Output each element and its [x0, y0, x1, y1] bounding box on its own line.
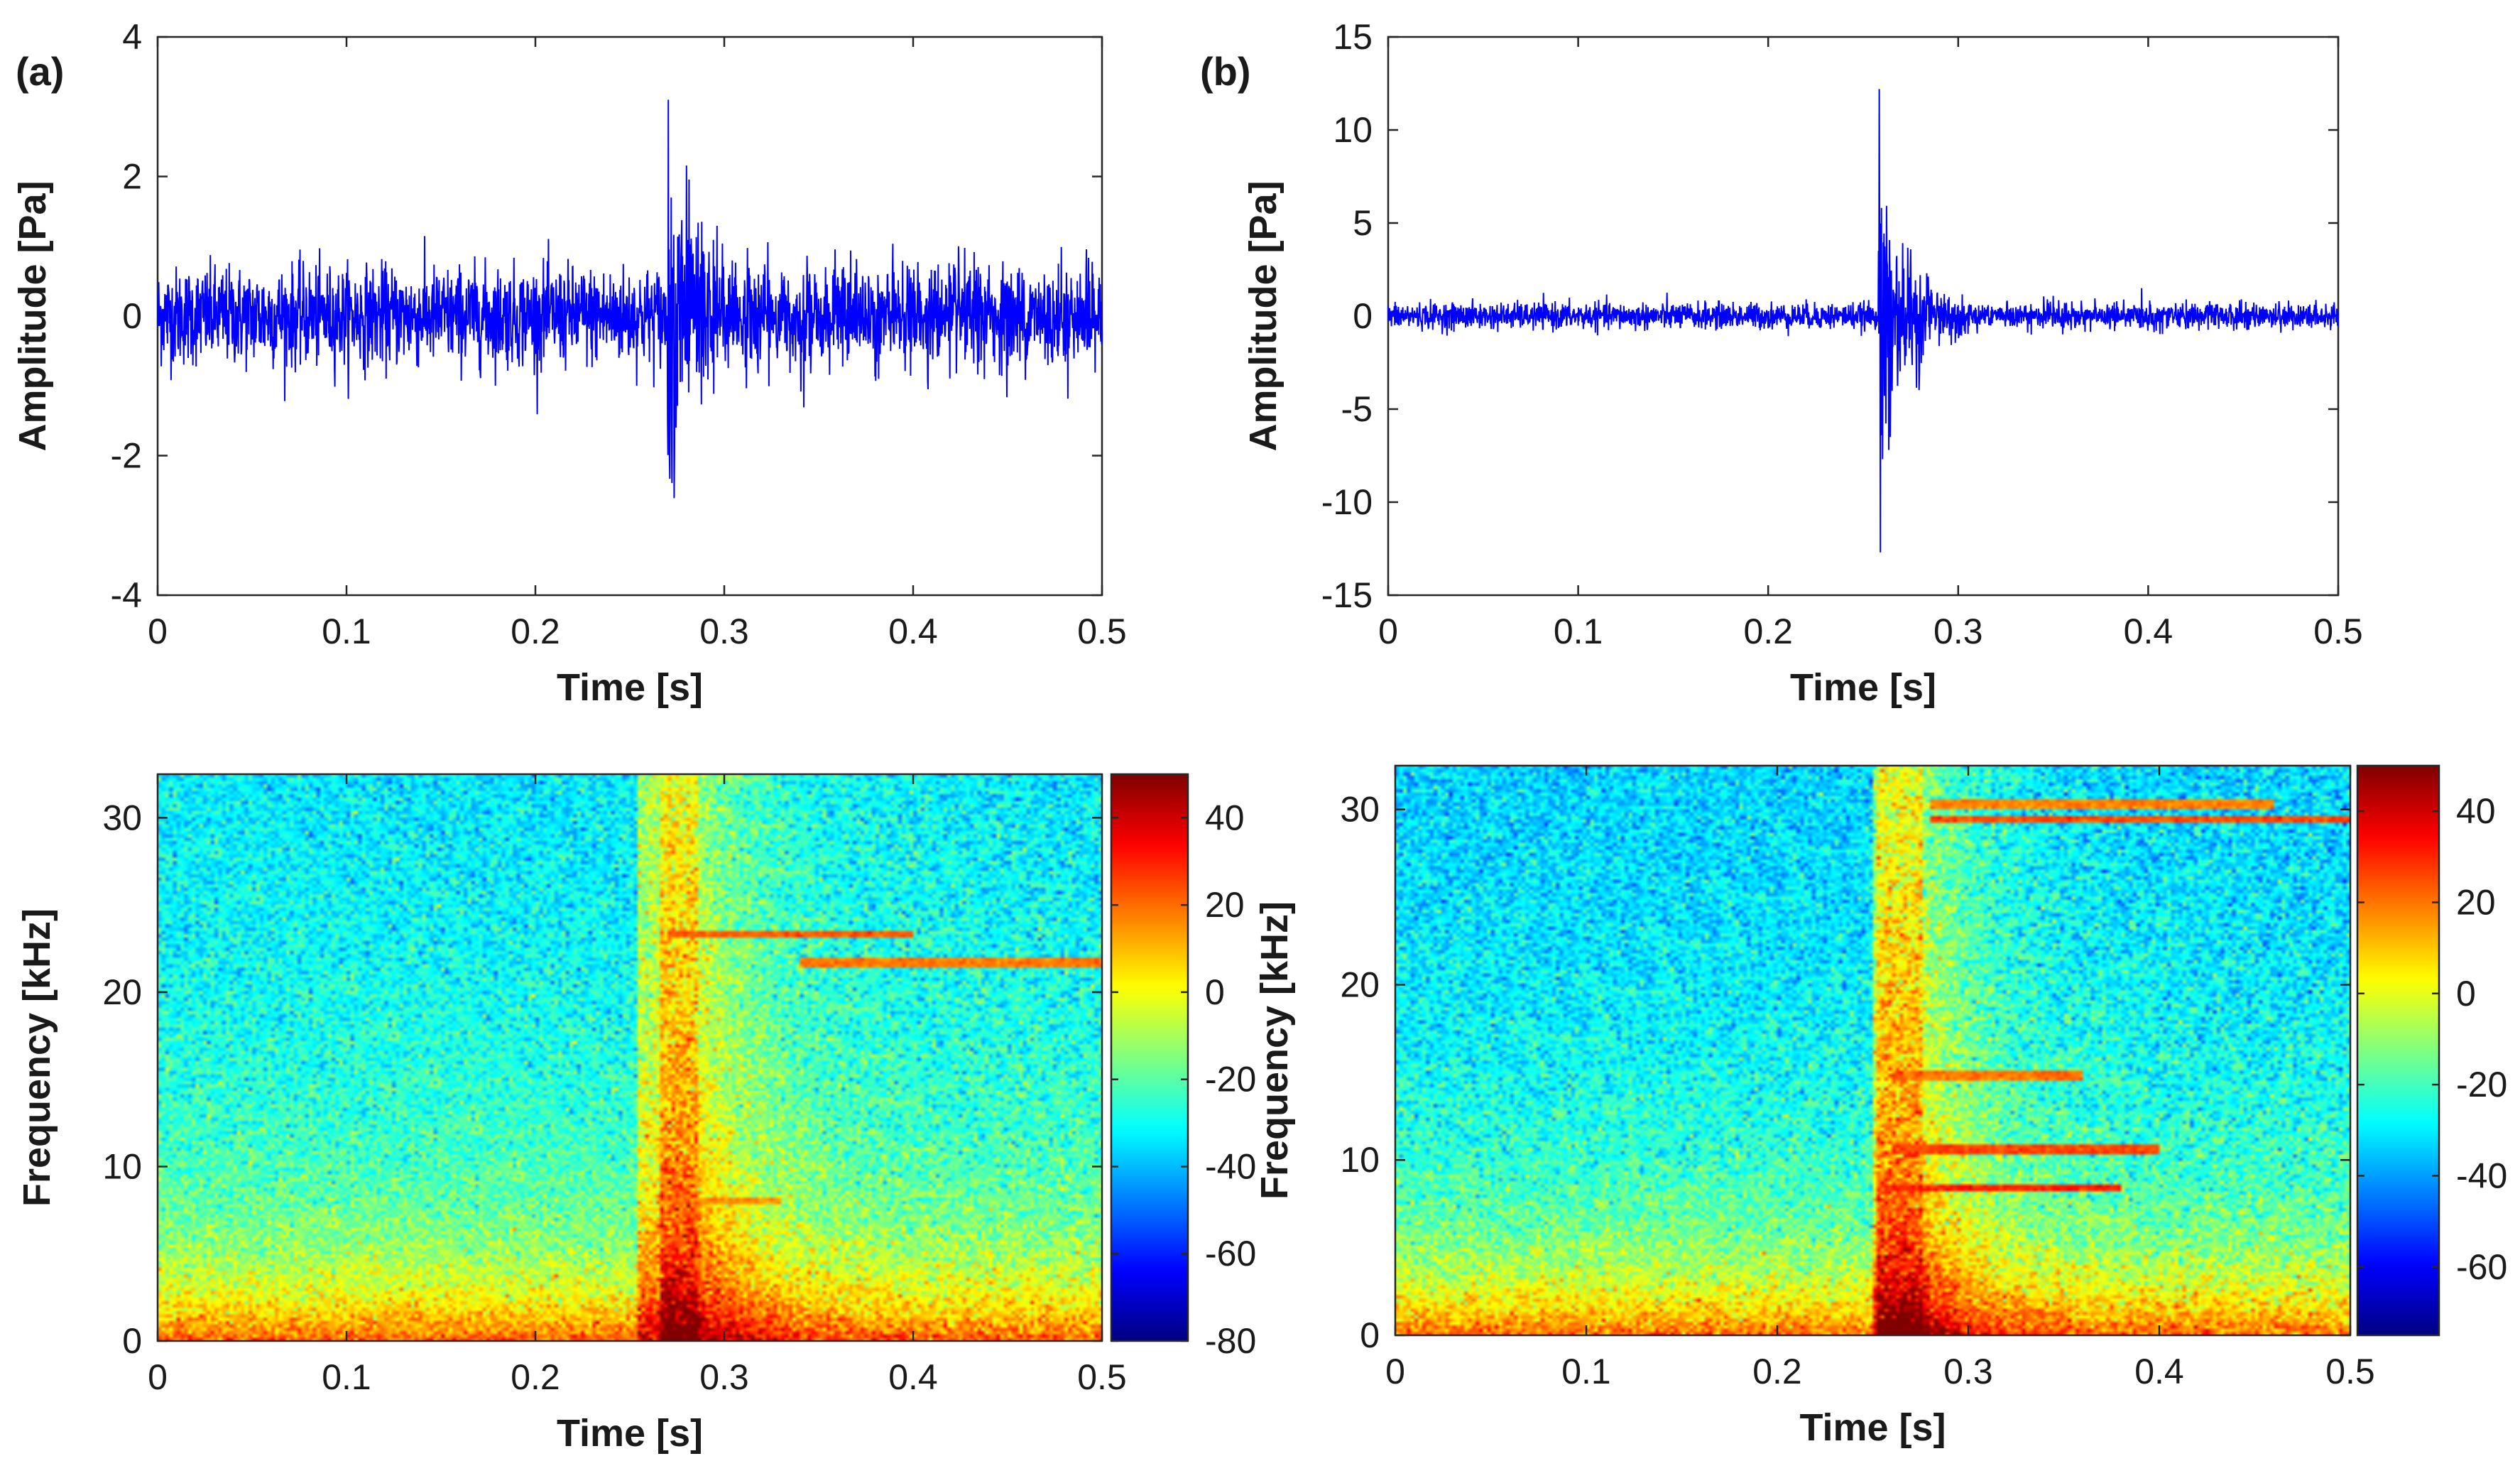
spectrogram-image — [1395, 766, 2350, 1335]
x-tick-label: 0.4 — [2134, 1352, 2184, 1391]
spectrogram-panel-b: 0 0.1 0.2 0.3 0.4 0.5 0 10 20 30 Time [s] Frequency… — [1253, 764, 2507, 1449]
waveform-panel-b: 0 0.1 0.2 0.3 0.4 0.5 -15 -10 -5 0 5 10 15 Time [s] Am… — [1242, 17, 2363, 709]
waveform-panel-a: 0 0.1 0.2 0.3 0.4 0.5 -4 -2 0 2 4 Time [s] Amplitude… — [11, 17, 1127, 709]
x-axis-label: Time [s] — [1790, 666, 1936, 709]
y-tick-label: 4 — [122, 17, 142, 57]
x-tick-label: 0.2 — [1743, 612, 1793, 651]
y-tick-label: 20 — [102, 972, 142, 1012]
y-tick-label: -10 — [1321, 482, 1373, 522]
y-tick-label: 5 — [1353, 203, 1373, 243]
x-tick-label: 0.2 — [511, 1357, 560, 1397]
y-tick-label: 2 — [122, 157, 142, 197]
y-tick-label: 10 — [1333, 110, 1373, 150]
colorbar-tick-label: 40 — [1205, 798, 1245, 837]
colorbar-gradient — [2357, 766, 2439, 1335]
x-tick-label: 0.2 — [511, 612, 560, 651]
x-tick-label: 0.3 — [1933, 612, 1983, 651]
x-tick-label: 0.4 — [2124, 612, 2173, 651]
x-tick-label: 0.4 — [888, 612, 938, 651]
y-tick-label: -4 — [111, 575, 142, 615]
x-tick-label: 0.4 — [888, 1357, 938, 1397]
y-tick-label: 0 — [1353, 296, 1373, 336]
y-tick-label: -2 — [111, 436, 142, 476]
colorbar-tick-label: -80 — [1205, 1321, 1256, 1361]
y-tick-label: 15 — [1333, 17, 1373, 57]
y-tick-label: -15 — [1321, 575, 1373, 615]
spectrogram-panel-a: 0 0.1 0.2 0.3 0.4 0.5 0 10 20 30 Time [s] Frequency… — [16, 773, 1256, 1455]
colorbar-tick-label: 0 — [2456, 974, 2476, 1014]
y-tick-label: 30 — [1340, 790, 1380, 830]
x-tick-label: 0.5 — [1077, 1357, 1127, 1397]
x-axis-label: Time [s] — [1799, 1406, 1946, 1449]
panel-label-a: (a) — [16, 49, 64, 94]
panel-label-b: (b) — [1200, 49, 1251, 94]
axes-frame — [1394, 764, 2352, 1337]
x-tick-label: 0.1 — [322, 612, 371, 651]
x-axis-label: Time [s] — [557, 666, 703, 709]
colorbar-tick-label: -60 — [2456, 1247, 2507, 1287]
colorbar-frame — [1110, 773, 1189, 1342]
y-tick-label: 30 — [102, 798, 142, 837]
colorbar-frame — [2356, 764, 2440, 1337]
colorbar-tick-label: -60 — [1205, 1234, 1256, 1273]
x-tick-label: 0.2 — [1752, 1352, 1802, 1391]
x-tick-label: 0 — [148, 1357, 168, 1397]
axes-frame — [156, 773, 1103, 1342]
x-tick-label: 0.1 — [322, 1357, 371, 1397]
colorbar-gradient — [1111, 774, 1188, 1341]
x-tick-label: 0.5 — [1077, 612, 1127, 651]
y-axis-label: Frequency [kHz] — [16, 908, 58, 1207]
y-axis-label: Amplitude [Pa] — [11, 180, 54, 451]
x-tick-label: 0.3 — [1943, 1352, 1993, 1391]
x-axis-label: Time [s] — [557, 1412, 703, 1455]
waveform-series-line — [1387, 89, 2339, 553]
spectrogram-image — [158, 774, 1102, 1341]
x-tick-label: 0 — [1385, 1352, 1405, 1391]
y-tick-label: 20 — [1340, 965, 1380, 1004]
x-tick-label: 0 — [1378, 612, 1398, 651]
y-axis-label: Frequency [kHz] — [1253, 901, 1296, 1200]
y-tick-label: -5 — [1341, 389, 1373, 429]
x-tick-label: 0.3 — [699, 612, 749, 651]
x-tick-label: 0.3 — [699, 1357, 749, 1397]
y-tick-label: 0 — [1360, 1315, 1380, 1355]
y-tick-label: 0 — [122, 296, 142, 336]
colorbar-tick-label: -40 — [1205, 1146, 1256, 1186]
colorbar-tick-label: -20 — [2456, 1065, 2507, 1104]
y-tick-label: 10 — [102, 1146, 142, 1186]
colorbar-tick-label: 40 — [2456, 791, 2496, 831]
colorbar-tick-label: 20 — [2456, 882, 2496, 922]
waveform-series-line — [157, 99, 1103, 499]
x-tick-label: 0 — [148, 612, 168, 651]
x-tick-label: 0.5 — [2325, 1352, 2375, 1391]
x-tick-label: 0.1 — [1554, 612, 1603, 651]
colorbar-tick-label: 20 — [1205, 885, 1245, 925]
colorbar-tick-label: -40 — [2456, 1156, 2507, 1195]
y-axis-label: Amplitude [Pa] — [1242, 180, 1284, 451]
y-tick-label: 10 — [1340, 1140, 1380, 1180]
y-tick-label: 0 — [122, 1321, 142, 1361]
x-tick-label: 0.5 — [2313, 612, 2363, 651]
colorbar-tick-label: -20 — [1205, 1060, 1256, 1099]
colorbar-tick-label: 0 — [1205, 972, 1225, 1012]
x-tick-label: 0.1 — [1561, 1352, 1611, 1391]
